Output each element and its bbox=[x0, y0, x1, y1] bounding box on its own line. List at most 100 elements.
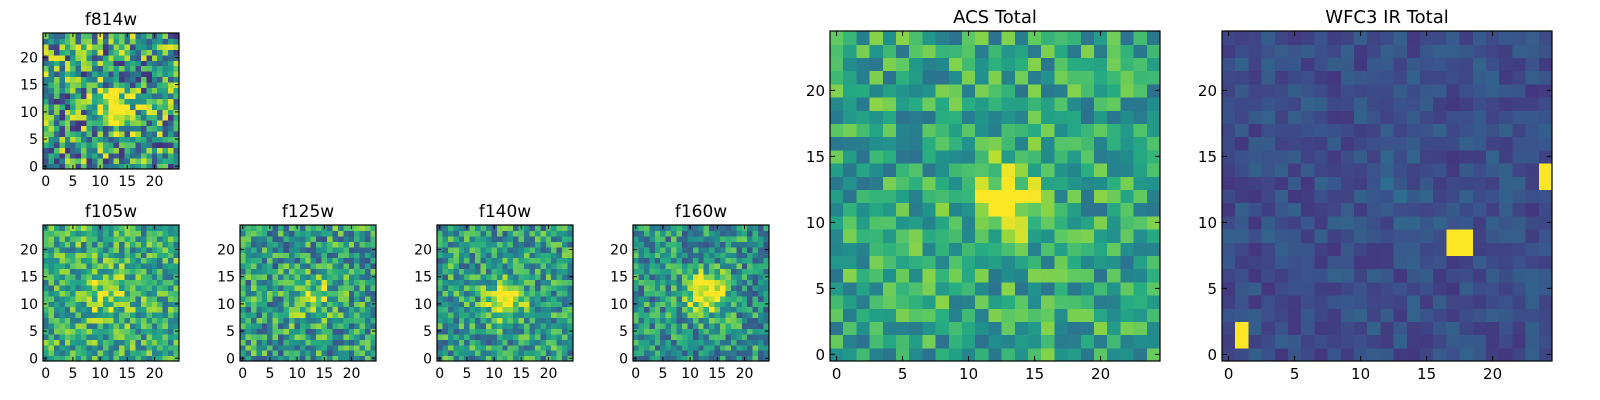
heatmap-cell bbox=[321, 306, 328, 313]
heatmap-cell bbox=[458, 257, 465, 264]
heatmap-cell bbox=[146, 130, 153, 137]
heatmap-cell bbox=[173, 241, 180, 248]
heatmap-cell bbox=[256, 333, 263, 340]
heatmap-cell bbox=[747, 301, 754, 308]
heatmap-cell bbox=[1367, 255, 1381, 270]
heatmap-cell bbox=[437, 333, 444, 340]
heatmap-cell bbox=[1459, 255, 1474, 270]
heatmap-cell bbox=[935, 83, 950, 98]
heatmap-cell bbox=[1538, 149, 1553, 164]
y-tick-label: 0 bbox=[29, 159, 38, 175]
heatmap-cell bbox=[830, 70, 844, 85]
heatmap-cell bbox=[343, 339, 350, 346]
heatmap-cell bbox=[736, 317, 743, 324]
y-tick-label: 5 bbox=[29, 324, 38, 340]
heatmap-cell bbox=[922, 347, 937, 362]
heatmap-cell bbox=[856, 97, 871, 111]
heatmap-cell bbox=[256, 241, 263, 248]
heatmap-cell bbox=[545, 344, 552, 351]
heatmap-cell bbox=[896, 176, 910, 190]
heatmap-cell bbox=[458, 301, 465, 308]
heatmap-cell bbox=[1406, 334, 1421, 349]
heatmap-cell bbox=[709, 263, 716, 270]
heatmap-cell bbox=[108, 103, 115, 110]
heatmap-cell bbox=[135, 103, 142, 110]
heatmap-cell bbox=[1327, 123, 1342, 138]
heatmap-cell bbox=[513, 241, 520, 248]
heatmap-cell bbox=[168, 284, 175, 291]
heatmap-cell bbox=[551, 284, 558, 291]
heatmap-cell bbox=[1107, 189, 1121, 204]
heatmap-cell bbox=[48, 273, 55, 280]
heatmap-cell bbox=[843, 83, 857, 98]
heatmap-cell bbox=[316, 312, 323, 319]
heatmap-cell bbox=[1459, 163, 1474, 177]
heatmap-cell bbox=[130, 103, 137, 110]
heatmap-cell bbox=[81, 312, 88, 319]
heatmap-cell bbox=[1288, 44, 1302, 58]
heatmap-cell bbox=[91, 246, 98, 253]
heatmap-cell bbox=[59, 136, 66, 143]
heatmap-cell bbox=[638, 252, 645, 259]
heatmap-cell bbox=[97, 136, 104, 143]
heatmap-cell bbox=[75, 81, 82, 88]
heatmap-cell bbox=[157, 317, 164, 324]
heatmap-cell bbox=[758, 312, 765, 319]
heatmap-cell bbox=[86, 252, 93, 259]
heatmap-cell bbox=[343, 279, 350, 286]
heatmap-cell bbox=[173, 322, 180, 329]
heatmap-cell bbox=[173, 158, 180, 165]
heatmap-cell bbox=[97, 76, 104, 83]
heatmap-cell bbox=[332, 350, 339, 357]
heatmap-cell bbox=[130, 125, 137, 132]
heatmap-cell bbox=[53, 54, 60, 61]
heatmap-cell bbox=[86, 109, 93, 116]
heatmap-cell bbox=[370, 333, 377, 340]
heatmap-cell bbox=[91, 273, 98, 280]
heatmap-cell bbox=[43, 103, 50, 110]
heatmap-cell bbox=[267, 246, 274, 253]
heatmap-cell bbox=[48, 317, 55, 324]
heatmap-cell bbox=[86, 333, 93, 340]
heatmap-cell bbox=[480, 306, 487, 313]
heatmap-cell bbox=[267, 322, 274, 329]
heatmap-cell bbox=[146, 328, 153, 335]
heatmap-cell bbox=[305, 306, 312, 313]
heatmap-cell bbox=[671, 322, 678, 329]
heatmap-cell bbox=[43, 344, 50, 351]
heatmap-cell bbox=[698, 333, 705, 340]
heatmap-cell bbox=[1120, 136, 1135, 151]
heatmap-cell bbox=[75, 163, 82, 170]
heatmap-cell bbox=[119, 350, 126, 357]
x-tick-label: 5 bbox=[462, 366, 471, 382]
heatmap-cell bbox=[168, 65, 175, 72]
heatmap-cell bbox=[332, 328, 339, 335]
heatmap-cell bbox=[1001, 70, 1016, 85]
heatmap-cell bbox=[830, 202, 844, 217]
heatmap-cell bbox=[709, 333, 716, 340]
heatmap-cell bbox=[1001, 202, 1016, 217]
heatmap-cell bbox=[1014, 57, 1029, 72]
heatmap-cell bbox=[130, 98, 137, 105]
heatmap-cells bbox=[830, 31, 1161, 362]
heatmap-cell bbox=[491, 301, 498, 308]
panel-title: f160w bbox=[675, 202, 727, 222]
heatmap-cell bbox=[348, 246, 355, 253]
heatmap-cell bbox=[162, 230, 169, 237]
heatmap-cell bbox=[752, 225, 759, 232]
heatmap-cell bbox=[725, 328, 732, 335]
heatmap-cell bbox=[1001, 83, 1016, 98]
heatmap-cell bbox=[703, 344, 710, 351]
heatmap-cell bbox=[1406, 57, 1421, 72]
heatmap-cell bbox=[119, 33, 126, 40]
heatmap-cell bbox=[146, 273, 153, 280]
heatmap-cell bbox=[638, 241, 645, 248]
heatmap-cell bbox=[1120, 229, 1135, 243]
heatmap-cell bbox=[245, 344, 252, 351]
heatmap-cell bbox=[843, 215, 857, 230]
heatmap-cell bbox=[1459, 31, 1474, 45]
heatmap-cell bbox=[480, 301, 487, 308]
heatmap-cell bbox=[316, 290, 323, 297]
heatmap-cell bbox=[48, 43, 55, 50]
heatmap-cell bbox=[124, 125, 131, 132]
